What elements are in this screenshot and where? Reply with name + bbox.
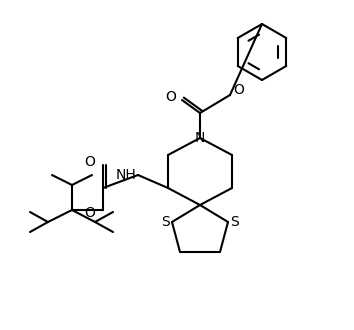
Text: N: N: [195, 131, 205, 145]
Text: O: O: [84, 206, 95, 220]
Text: O: O: [233, 83, 244, 97]
Text: S: S: [161, 215, 170, 229]
Text: S: S: [230, 215, 239, 229]
Text: NH: NH: [115, 168, 136, 182]
Text: O: O: [84, 155, 95, 169]
Text: O: O: [165, 90, 176, 104]
